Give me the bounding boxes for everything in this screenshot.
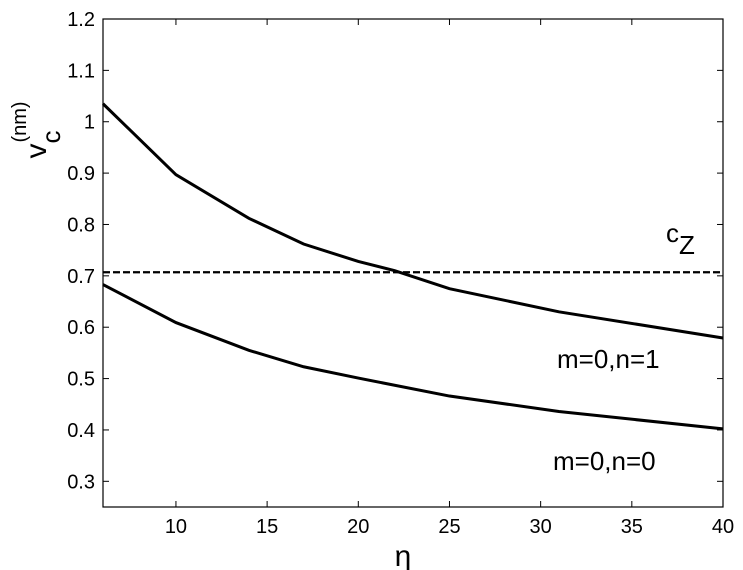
y-tick-label: 0.9 <box>67 163 95 185</box>
x-tick-label: 35 <box>621 516 643 538</box>
y-tick-label: 0.7 <box>67 266 95 288</box>
x-tick-label: 40 <box>712 516 734 538</box>
annotation-cz-sub: Z <box>679 230 695 260</box>
annotation-m0-n1: m=0,n=1 <box>557 344 660 374</box>
svg-text:vc(nm): vc (nm) <box>9 101 66 158</box>
y-axis-label-sub: c <box>36 131 66 144</box>
series-layer <box>101 102 724 431</box>
y-axis-label: vc (nm) <box>9 101 66 158</box>
x-tick-label: 25 <box>438 516 460 538</box>
series-line-0 <box>101 102 724 340</box>
series-line-1 <box>102 283 724 431</box>
x-tick-label: 20 <box>347 516 369 538</box>
y-tick-label: 0.3 <box>67 471 95 493</box>
y-tick-label: 1.2 <box>67 9 95 31</box>
x-tick-label: 30 <box>530 516 552 538</box>
tick-layer: 10 15 20 25 30 35 40 0.3 0.4 0.5 0.6 0.7 0.8 0.9 1 1.1 1… <box>67 9 734 538</box>
annotation-cz-main: c <box>666 218 679 248</box>
plot-frame <box>102 18 724 508</box>
y-axis-label-sup: (nm) <box>9 101 31 142</box>
annotation-cz: cZ <box>666 218 695 260</box>
x-axis-label: η <box>395 540 412 570</box>
y-axis-label-main: v <box>20 144 53 159</box>
y-tick-label: 1 <box>84 112 95 134</box>
annotation-m0-n0: m=0,n=0 <box>553 446 656 476</box>
x-tick-label: 15 <box>256 516 278 538</box>
y-tick-label: 0.8 <box>67 214 95 236</box>
x-tick-label: 10 <box>165 516 187 538</box>
y-tick-label: 0.6 <box>67 317 95 339</box>
y-tick-label: 0.4 <box>67 420 95 442</box>
y-tick-label: 0.5 <box>67 369 95 391</box>
y-tick-label: 1.1 <box>67 60 95 82</box>
